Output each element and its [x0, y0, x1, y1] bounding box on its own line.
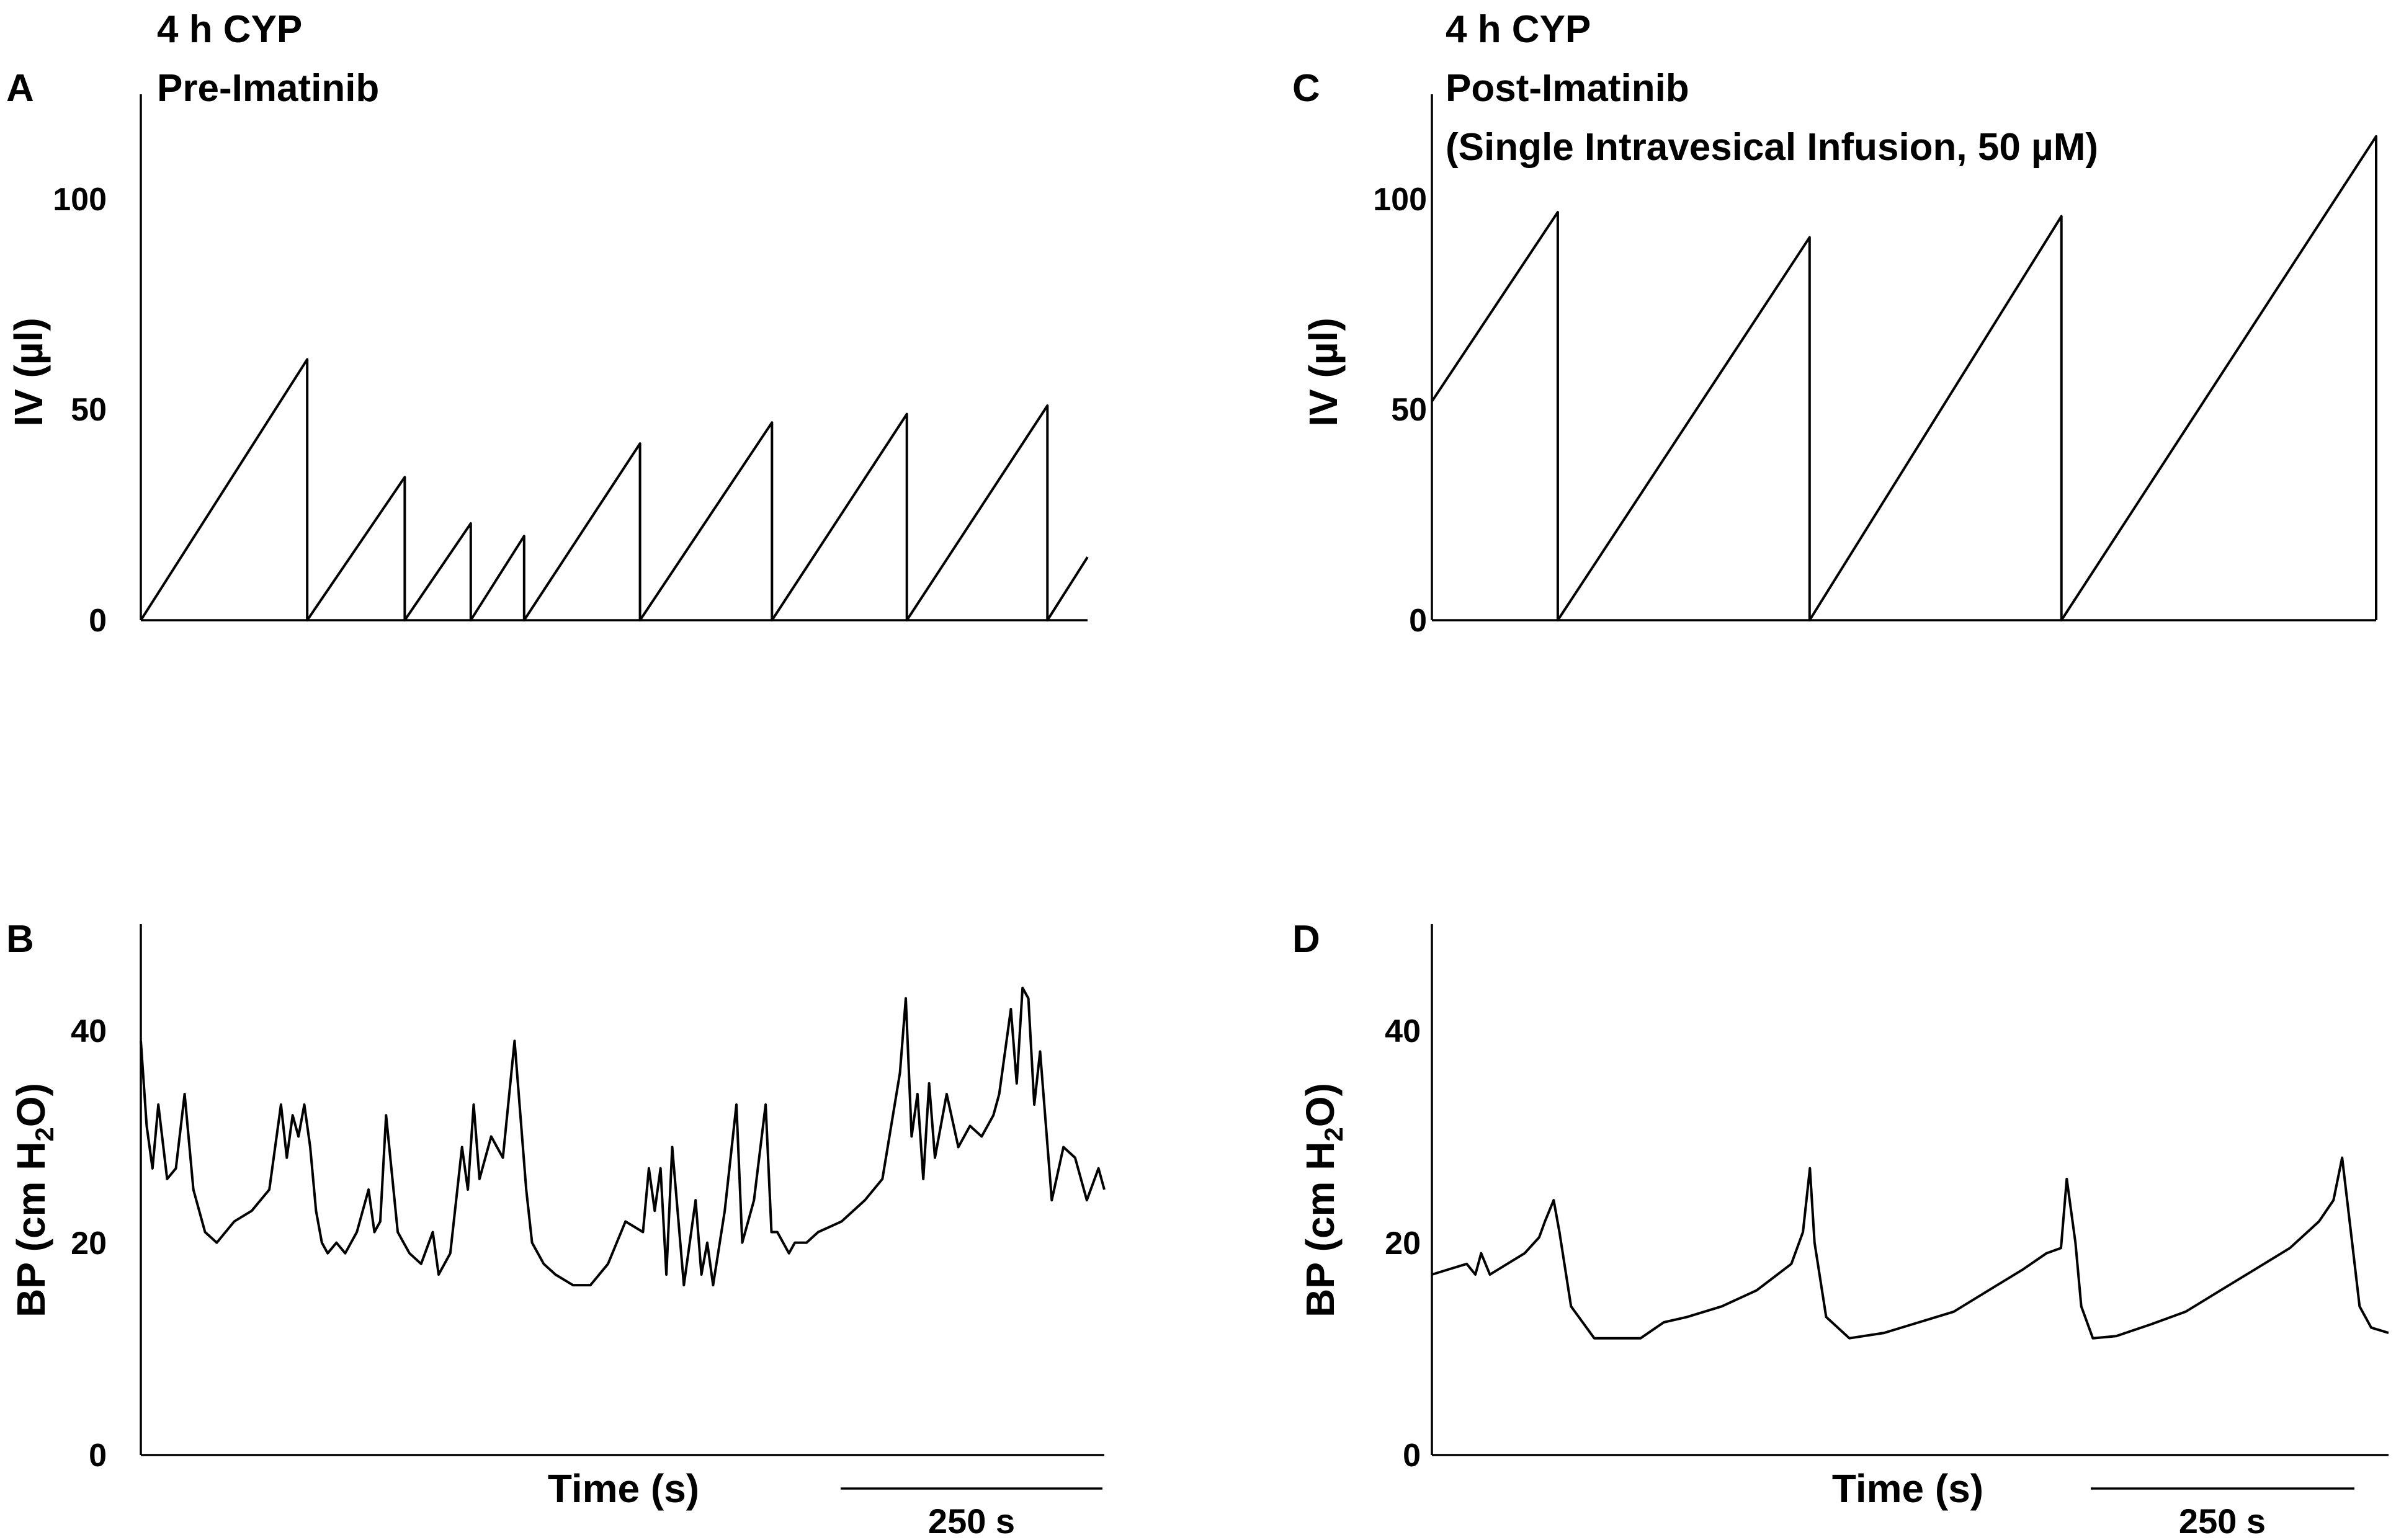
panel-d-letter: D: [1292, 918, 1320, 961]
panel-d-y-label: BP (cm H2O): [1298, 1083, 1348, 1317]
panel-d-ytick-20: 20: [1385, 1226, 1421, 1262]
panel-b-y-label: BP (cm H2O): [9, 1083, 59, 1317]
panel-d-y-label-main: BP (cm H: [1298, 1142, 1343, 1317]
panel-c-title-line-3: (Single Intravesical Infusion, 50 µM): [1446, 126, 2098, 169]
panel-b-scale-bar-label: 250 s: [928, 1502, 1015, 1540]
panel-c-ytick-50: 50: [1391, 392, 1427, 428]
panel-b-ytick-20: 20: [71, 1226, 107, 1262]
panel-a-ytick-50: 50: [71, 392, 107, 428]
panel-c-volume-trace: [1431, 135, 2377, 621]
panel-b-y-label-end: O): [9, 1083, 53, 1127]
panel-d-y-label-end: O): [1298, 1083, 1343, 1127]
panel-c-y-label: IV (µl): [1301, 318, 1346, 427]
panel-b-y-label-subscript: 2: [30, 1127, 59, 1141]
panel-d-ytick-40: 40: [1385, 1013, 1421, 1049]
panel-b-x-label: Time (s): [548, 1466, 699, 1511]
panel-c: C 4 h CYP Post-Imatinib (Single Intraves…: [1292, 8, 2377, 639]
panel-d-pressure-trace: [1431, 1156, 2389, 1340]
panel-d-y-label-subscript: 2: [1319, 1127, 1348, 1141]
panel-d-x-label: Time (s): [1832, 1466, 1983, 1511]
panel-a-ytick-100: 100: [53, 182, 107, 218]
panel-c-title-line-1: 4 h CYP: [1446, 8, 1591, 51]
panel-a: A 4 h CYP Pre-Imatinib 0 50 100 IV (µl): [6, 8, 1089, 639]
panel-a-y-label: IV (µl): [6, 318, 51, 427]
panel-b: B 0 20 40 BP (cm H2O) Time (s) 250 s: [6, 918, 1106, 1540]
panel-a-volume-trace: [140, 358, 1089, 621]
panel-d-scale-bar-label: 250 s: [2179, 1502, 2266, 1540]
panel-a-title-line-2: Pre-Imatinib: [157, 67, 379, 110]
panel-a-letter: A: [6, 67, 34, 110]
panel-c-ytick-0: 0: [1409, 603, 1427, 639]
panel-b-ytick-40: 40: [71, 1013, 107, 1049]
panel-b-letter: B: [6, 918, 34, 961]
panel-d-ytick-0: 0: [1403, 1438, 1421, 1474]
panel-d: D 0 20 40 BP (cm H2O) Time (s) 250 s: [1292, 918, 2389, 1540]
panel-a-title-line-1: 4 h CYP: [157, 8, 302, 51]
panel-b-ytick-0: 0: [89, 1438, 107, 1474]
panel-c-ytick-100: 100: [1373, 182, 1427, 218]
panel-a-ytick-0: 0: [89, 603, 107, 639]
panel-c-title-line-2: Post-Imatinib: [1446, 67, 1689, 110]
panel-b-y-label-main: BP (cm H: [9, 1142, 53, 1317]
panel-c-letter: C: [1292, 67, 1320, 110]
panel-b-pressure-trace: [140, 986, 1106, 1287]
